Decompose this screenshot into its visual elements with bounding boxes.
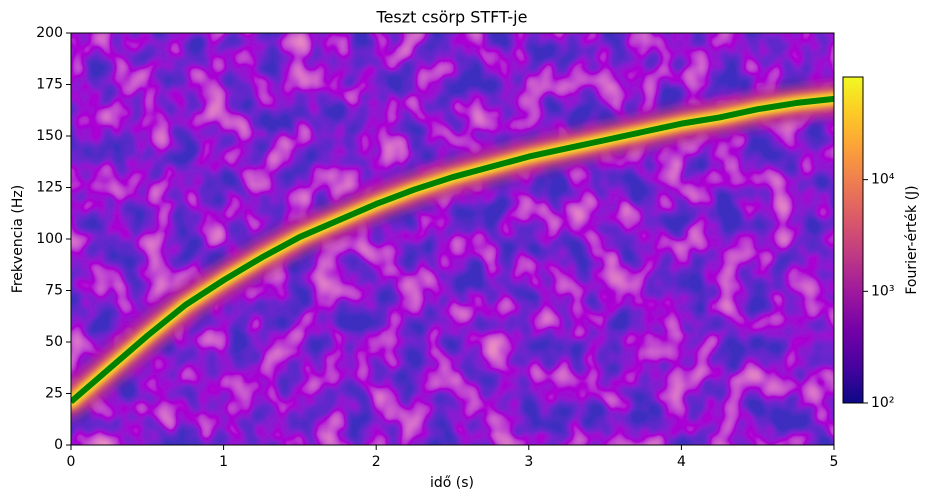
y-tick-label: 0 (54, 437, 63, 453)
y-tick-label: 50 (45, 334, 63, 350)
colorbar-tick-label: 10⁴ (871, 172, 895, 188)
peak-line (71, 95, 834, 405)
heatmap-noise (71, 33, 834, 445)
y-tick-label: 125 (36, 180, 63, 196)
y-tick-label: 175 (36, 77, 63, 93)
x-tick-label: 5 (830, 454, 839, 470)
x-tick-label: 1 (219, 454, 228, 470)
colorbar (842, 76, 864, 404)
y-tick-label: 200 (36, 25, 63, 41)
ridge-layer (71, 81, 834, 419)
y-tick-label: 100 (36, 231, 63, 247)
y-tick-label: 75 (45, 283, 63, 299)
y-tick-label: 25 (45, 386, 63, 402)
x-tick-label: 2 (372, 454, 381, 470)
plot-area (71, 33, 834, 445)
x-tick-label: 0 (67, 454, 76, 470)
x-axis-label: idő (s) (430, 475, 474, 491)
colorbar-label: Fourier-érték (J) (904, 185, 920, 294)
y-tick-label: 150 (36, 128, 63, 144)
chart-title: Teszt csörp STFT-je (376, 8, 528, 27)
y-axis-label: Frekvencia (Hz) (10, 185, 26, 293)
colorbar-tick-label: 10² (871, 395, 894, 411)
x-tick-label: 3 (524, 454, 533, 470)
x-tick-label: 4 (677, 454, 686, 470)
colorbar-tick-label: 10³ (871, 283, 894, 299)
plot-frame (70, 32, 835, 446)
